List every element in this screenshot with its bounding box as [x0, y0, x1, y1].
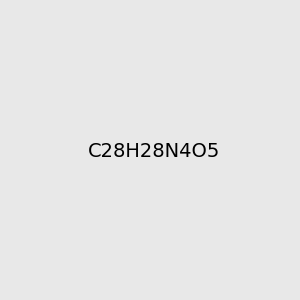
Text: C28H28N4O5: C28H28N4O5	[88, 142, 220, 161]
